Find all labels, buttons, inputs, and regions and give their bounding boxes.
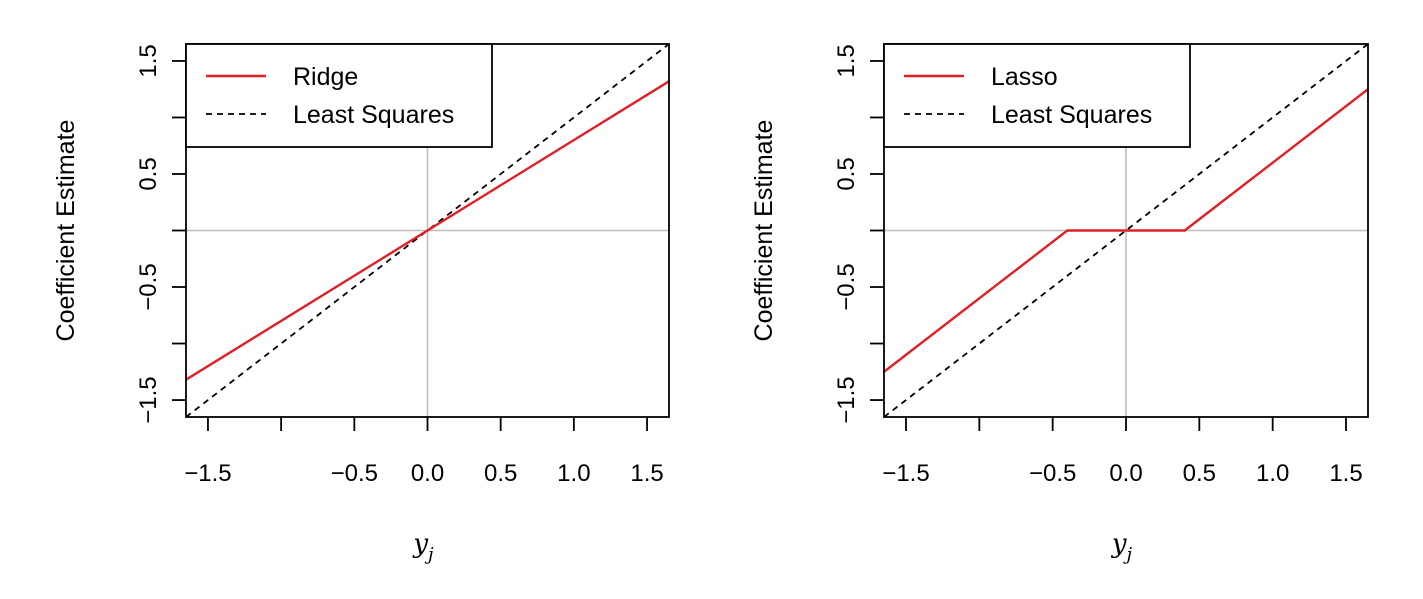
series-line-least-squares [884, 44, 1368, 417]
x-tick-label: 0.5 [484, 460, 517, 487]
x-tick-label: 1.5 [1329, 460, 1362, 487]
legend: Lasso Least Squares [883, 43, 1191, 148]
legend-label: Least Squares [991, 101, 1152, 129]
legend: Ridge Least Squares [185, 43, 493, 148]
x-axis-title: yj [412, 529, 434, 565]
x-axis-subscript: j [424, 544, 434, 565]
y-tick-label: 1.5 [833, 44, 860, 77]
legend-label: Least Squares [293, 101, 454, 129]
legend-box [883, 43, 1191, 148]
x-axis-subscript: j [1123, 544, 1133, 565]
ridge-panel: −1.5 −0.5 0.0 0.5 1.0 1.5 −1.5 −0.5 0.5 1.5 Coeffi… [52, 43, 670, 565]
x-tick-label: 0.0 [1109, 460, 1142, 487]
y-tick-label: 0.5 [833, 157, 860, 190]
y-tick-label: −1.5 [833, 376, 860, 423]
x-axis-title: yj [1111, 529, 1133, 565]
x-tick-label: 1.5 [630, 460, 663, 487]
y-tick-label: 0.5 [135, 157, 162, 190]
y-tick-label: −0.5 [135, 263, 162, 310]
series-line-least-squares [186, 44, 669, 417]
x-axis-variable: y [412, 529, 428, 559]
lasso-panel: −1.5 −0.5 0.0 0.5 1.0 1.5 −1.5 −0.5 0.5 1.5 Coeffi… [750, 43, 1369, 565]
legend-label: Ridge [293, 63, 358, 91]
x-tick-label: 1.0 [1256, 460, 1289, 487]
x-tick-label: −1.5 [184, 460, 231, 487]
y-axis-title: Coefficient Estimate [750, 120, 778, 342]
series-line-ridge [186, 80, 669, 381]
y-tick-label: −0.5 [833, 263, 860, 310]
legend-box [185, 43, 493, 148]
x-axis-variable: y [1111, 529, 1127, 559]
series-line-lasso [884, 88, 1368, 373]
x-tick-label: −0.5 [1029, 460, 1076, 487]
x-tick-label: −1.5 [882, 460, 929, 487]
y-tick-label: 1.5 [135, 44, 162, 77]
x-tick-label: 0.0 [411, 460, 444, 487]
legend-label: Lasso [991, 63, 1058, 91]
x-tick-label: 1.0 [557, 460, 590, 487]
y-tick-label: −1.5 [135, 376, 162, 423]
y-axis-title: Coefficient Estimate [52, 120, 80, 342]
x-tick-label: −0.5 [331, 460, 378, 487]
x-tick-label: 0.5 [1183, 460, 1216, 487]
